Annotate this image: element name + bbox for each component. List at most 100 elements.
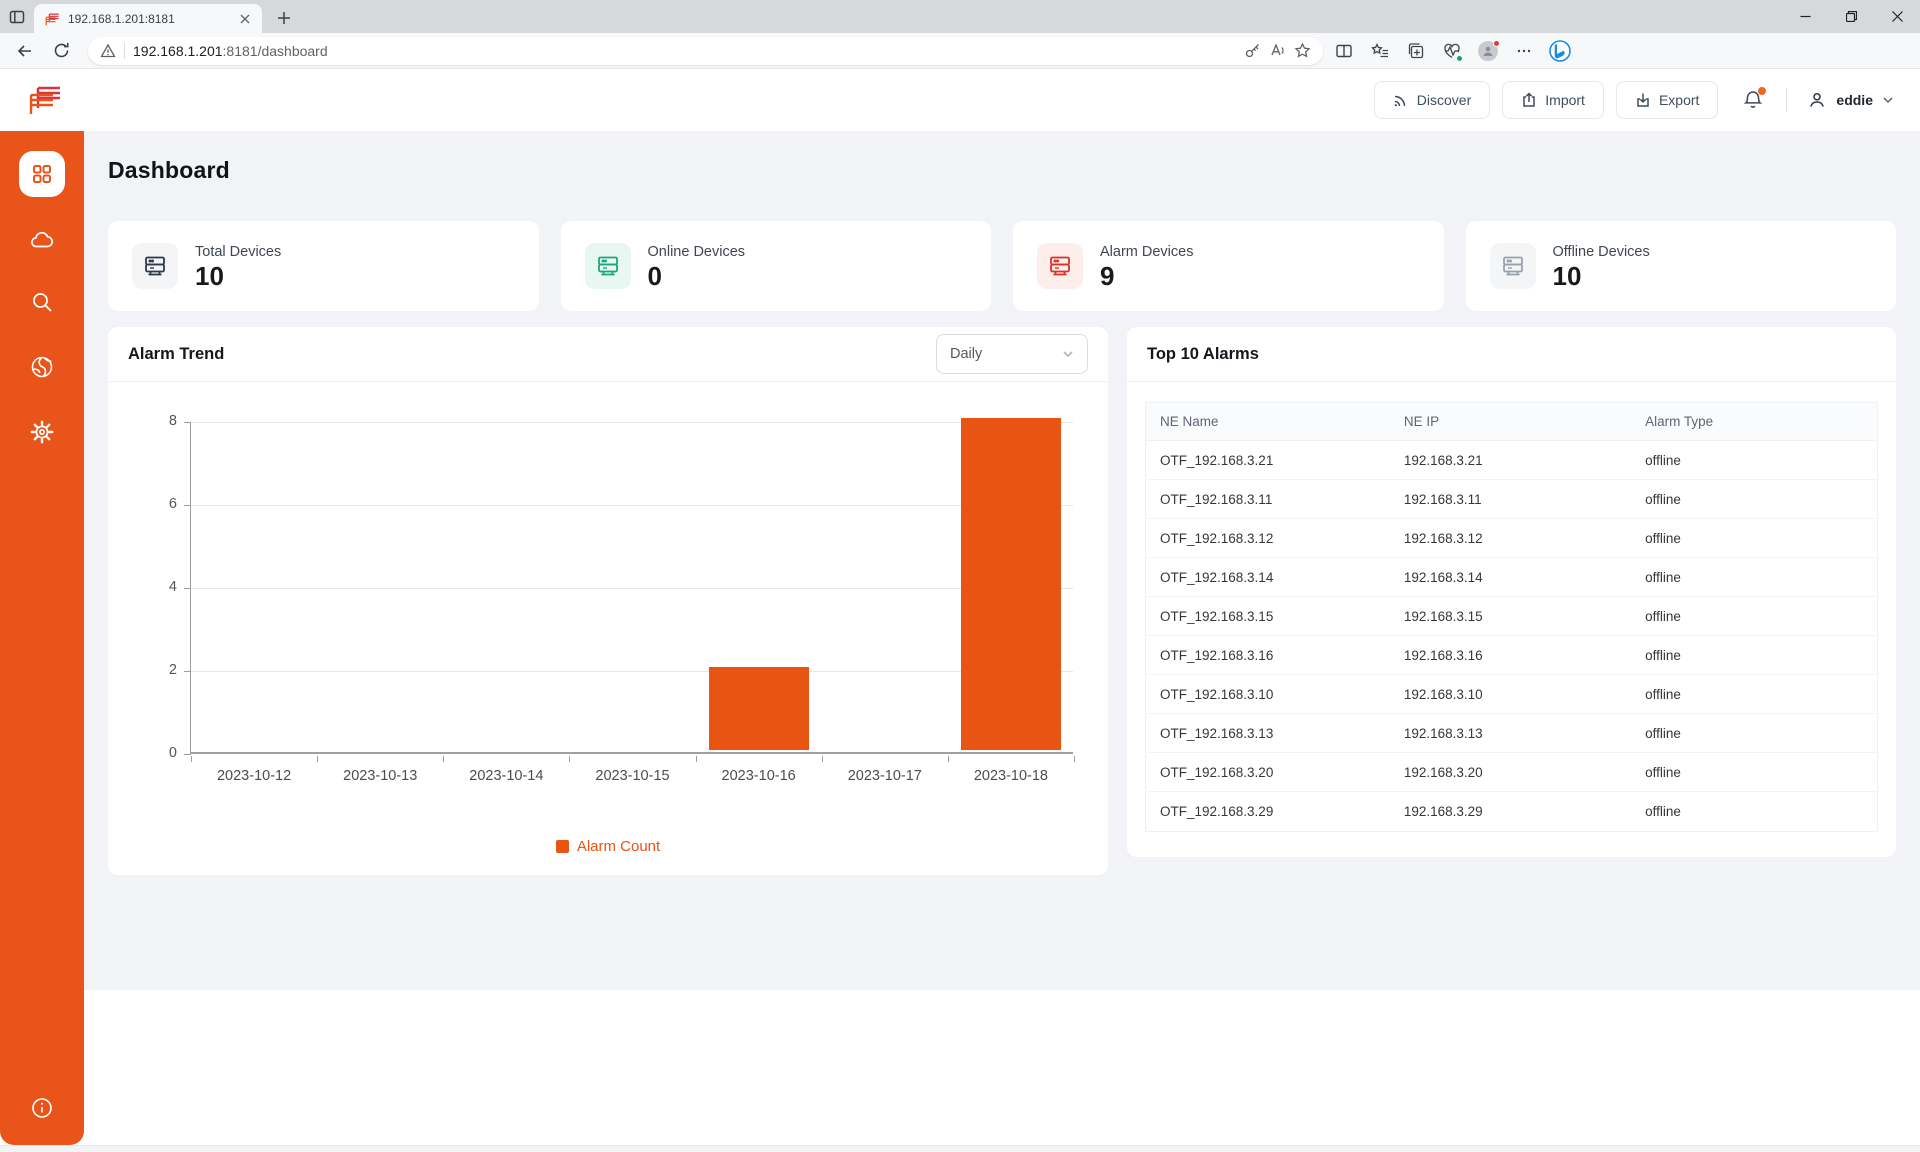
cell-ne-name: OTF_192.168.3.16 — [1160, 647, 1274, 663]
window-minimize-button[interactable] — [1782, 0, 1828, 33]
table-row[interactable]: OTF_192.168.3.16 192.168.3.16 offline — [1146, 636, 1877, 675]
window-restore-button[interactable] — [1828, 0, 1874, 33]
y-axis-tick-mark — [184, 422, 191, 423]
app-header: Discover Import Export eddie — [0, 69, 1920, 131]
gridline — [191, 422, 1073, 423]
table-row[interactable]: OTF_192.168.3.20 192.168.3.20 offline — [1146, 753, 1877, 792]
user-name: eddie — [1836, 92, 1873, 108]
y-axis-tick-mark — [184, 671, 191, 672]
gridline — [191, 505, 1073, 506]
url-domain: 192.168.1.201 — [133, 42, 223, 59]
url-suffix: :8181/dashboard — [222, 42, 328, 59]
y-axis-tick-label: 0 — [168, 745, 177, 761]
new-tab-button[interactable] — [270, 4, 298, 32]
table-row[interactable]: OTF_192.168.3.13 192.168.3.13 offline — [1146, 714, 1877, 753]
tab-actions-menu-icon[interactable] — [0, 0, 34, 33]
table-row[interactable]: OTF_192.168.3.10 192.168.3.10 offline — [1146, 675, 1877, 714]
y-axis-tick-label: 4 — [168, 579, 177, 595]
alarm-trend-panel: Alarm Trend Daily 0 2 4 6 8 2023-10-12 2023-10… — [108, 327, 1108, 875]
tab-title: 192.168.1.201:8181 — [68, 11, 175, 26]
y-axis-tick-mark — [184, 588, 191, 589]
table-row[interactable]: OTF_192.168.3.14 192.168.3.14 offline — [1146, 558, 1877, 597]
import-button[interactable]: Import — [1502, 81, 1604, 119]
browser-essentials-icon[interactable] — [1437, 36, 1467, 66]
notifications-button[interactable] — [1742, 87, 1767, 111]
collections-icon[interactable] — [1401, 36, 1431, 66]
url-text[interactable]: 192.168.1.201:8181/dashboard — [133, 43, 1236, 59]
sidebar-item-settings[interactable] — [29, 419, 55, 445]
browser-tab[interactable]: 192.168.1.201:8181 — [34, 4, 262, 33]
table-row[interactable]: OTF_192.168.3.21 192.168.3.21 offline — [1146, 441, 1877, 480]
cell-ne-ip: 192.168.3.11 — [1403, 491, 1482, 507]
stat-label: Total Devices — [195, 243, 282, 260]
favorite-star-icon[interactable] — [1294, 42, 1311, 59]
window-bottom-edge — [0, 1145, 1920, 1152]
cell-alarm-type: offline — [1645, 686, 1681, 702]
column-header-ne-name: NE Name — [1160, 414, 1219, 429]
password-key-icon[interactable] — [1244, 42, 1261, 59]
stat-card-total-devices: Total Devices 10 — [108, 221, 539, 311]
table-row[interactable]: OTF_192.168.3.12 192.168.3.12 offline — [1146, 519, 1877, 558]
user-menu[interactable]: eddie — [1807, 90, 1894, 110]
y-axis-tick-label: 2 — [168, 662, 177, 678]
gridline — [191, 671, 1073, 672]
cell-alarm-type: offline — [1645, 530, 1681, 546]
search-icon — [30, 290, 54, 314]
x-axis-tick-mark — [569, 756, 571, 762]
table-row[interactable]: OTF_192.168.3.15 192.168.3.15 offline — [1146, 597, 1877, 636]
y-axis-tick-mark — [184, 505, 191, 506]
stat-value: 9 — [1100, 260, 1115, 291]
cell-ne-name: OTF_192.168.3.29 — [1160, 804, 1274, 819]
address-bar[interactable]: 192.168.1.201:8181/dashboard — [88, 36, 1323, 65]
stat-card-alarm-devices: Alarm Devices 9 — [1013, 221, 1444, 311]
read-aloud-icon[interactable] — [1269, 42, 1286, 59]
table-row[interactable]: OTF_192.168.3.11 192.168.3.11 offline — [1146, 480, 1877, 519]
window-close-button[interactable] — [1874, 0, 1920, 33]
split-screen-icon[interactable] — [1329, 36, 1359, 66]
refresh-icon[interactable] — [46, 36, 76, 66]
sidebar-item-search[interactable] — [30, 290, 54, 314]
browser-tab-bar: 192.168.1.201:8181 — [0, 0, 1920, 33]
cell-alarm-type: offline — [1645, 725, 1681, 741]
profile-avatar[interactable] — [1473, 36, 1503, 66]
export-button[interactable]: Export — [1615, 81, 1719, 119]
trend-range-select[interactable]: Daily — [936, 334, 1088, 374]
cell-ne-name: OTF_192.168.3.12 — [1160, 530, 1274, 546]
tab-close-icon[interactable] — [236, 10, 254, 28]
stat-card-online-devices: Online Devices 0 — [560, 221, 991, 311]
stat-label: Online Devices — [647, 243, 746, 260]
server-icon — [1489, 243, 1536, 289]
bar-2023-10-16[interactable] — [708, 667, 809, 750]
panels-row: Alarm Trend Daily 0 2 4 6 8 2023-10-12 2023-10… — [108, 327, 1896, 875]
chart-plot-area: 0 2 4 6 8 2023-10-12 2023-10-13 2023-10-14 2023-… — [169, 413, 1075, 784]
page-title: Dashboard — [108, 157, 230, 183]
cell-ne-name: OTF_192.168.3.21 — [1160, 452, 1274, 468]
alarm-trend-header: Alarm Trend Daily — [108, 327, 1108, 382]
x-axis-tick-mark — [1074, 756, 1075, 762]
bing-copilot-icon[interactable] — [1545, 36, 1575, 66]
discover-button[interactable]: Discover — [1373, 81, 1491, 119]
address-divider — [124, 42, 125, 59]
bar-2023-10-18[interactable] — [960, 418, 1061, 750]
not-secure-warning-icon[interactable] — [100, 43, 116, 59]
user-icon — [1807, 90, 1827, 110]
table-row[interactable]: OTF_192.168.3.29 192.168.3.29 offline — [1146, 792, 1877, 831]
column-header-alarm-type: Alarm Type — [1645, 414, 1714, 429]
sidebar-item-dashboard[interactable] — [19, 151, 65, 197]
export-label: Export — [1658, 92, 1700, 108]
discover-icon — [1393, 92, 1409, 108]
stat-label: Offline Devices — [1552, 243, 1650, 260]
sidebar-item-cloud[interactable] — [29, 227, 55, 253]
window-controls — [1782, 0, 1920, 33]
cell-alarm-type: offline — [1645, 608, 1681, 624]
app-body: Dashboard Total Devices 10 Online Device… — [0, 131, 1920, 1152]
chart-legend[interactable]: Alarm Count — [108, 838, 1108, 855]
favorites-hub-icon[interactable] — [1365, 36, 1395, 66]
sidebar-item-topology[interactable] — [29, 354, 55, 380]
back-icon[interactable] — [10, 36, 40, 66]
sidebar-item-about[interactable] — [30, 1096, 54, 1120]
legend-label: Alarm Count — [576, 838, 661, 855]
cloud-icon — [29, 227, 55, 253]
settings-more-icon[interactable] — [1509, 36, 1539, 66]
cell-ne-ip: 192.168.3.12 — [1403, 530, 1483, 546]
